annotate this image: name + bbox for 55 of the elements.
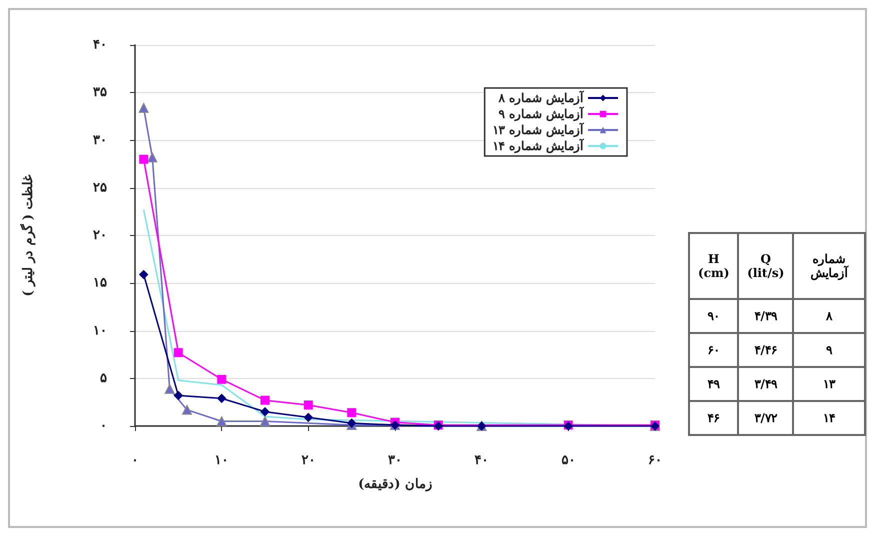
text: ۳/۷۲ [754,411,777,425]
x-axis-title: زمان (دقیقه) [358,477,432,492]
text: ۴۹ [708,377,720,391]
point [174,391,183,400]
text: ۴/۴۶ [754,343,777,357]
point [260,407,270,416]
x-tick-label: ۰ [132,453,138,468]
x-tick-label: ۶۰ [648,453,662,468]
legend-label: آزمایش شماره ۸ [498,89,585,106]
text: ۴/۳۹ [754,309,777,323]
point [174,348,183,358]
y-tick-label: ۵ [100,370,107,386]
y-tick-label: ۲۰ [93,228,107,243]
point [147,152,158,162]
text: ۱۴ [823,411,835,425]
point [260,396,270,405]
y-axis-title: غلظت ( گرم در لیتر ) [19,174,36,296]
text: ۹۰ [708,309,720,323]
y-tick-label: ۲۵ [93,180,107,196]
y-tick-label: ۰ [100,418,107,434]
x-tick-label: ۳۰ [388,453,402,468]
legend-label: آزمایش شماره ۱۳ [492,121,585,138]
point [217,374,226,384]
category-label: شماره آزمایش [793,233,865,299]
point [139,270,148,280]
legend-label: آزمایش شماره ۹ [498,105,585,122]
point [217,394,226,403]
point [216,416,227,426]
x-tick-label: ۴۰ [474,453,489,468]
point [347,408,356,418]
point [347,418,356,428]
category-label: H (cm) [689,233,738,299]
point [304,412,313,422]
category-label: Q (lit/s) [738,233,793,299]
point [164,384,175,394]
y-tick-label: ۱۵ [93,276,107,291]
x-tick-label: ۱۰ [214,453,229,468]
point [182,404,192,415]
point [138,102,149,113]
x-tick-label: ۲۰ [301,453,316,468]
y-tick-label: ۱۰ [93,323,107,338]
text: ۴۶ [708,411,720,425]
text: ۹ [826,343,832,357]
x-tick-label: ۵۰ [561,453,576,468]
point [139,154,148,164]
point [304,400,313,410]
text: ۱۳ [823,377,835,391]
y-tick-label: ۳۰ [93,132,107,148]
text: ۶۰ [708,343,720,357]
point [260,416,270,426]
y-tick-label: ۴۰ [93,38,107,52]
legend-label: آزمایش شماره ۱۴ [492,137,585,154]
text: ۳/۴۹ [754,377,777,391]
text: ۸ [826,309,832,323]
y-tick-label: ۳۵ [93,85,107,100]
